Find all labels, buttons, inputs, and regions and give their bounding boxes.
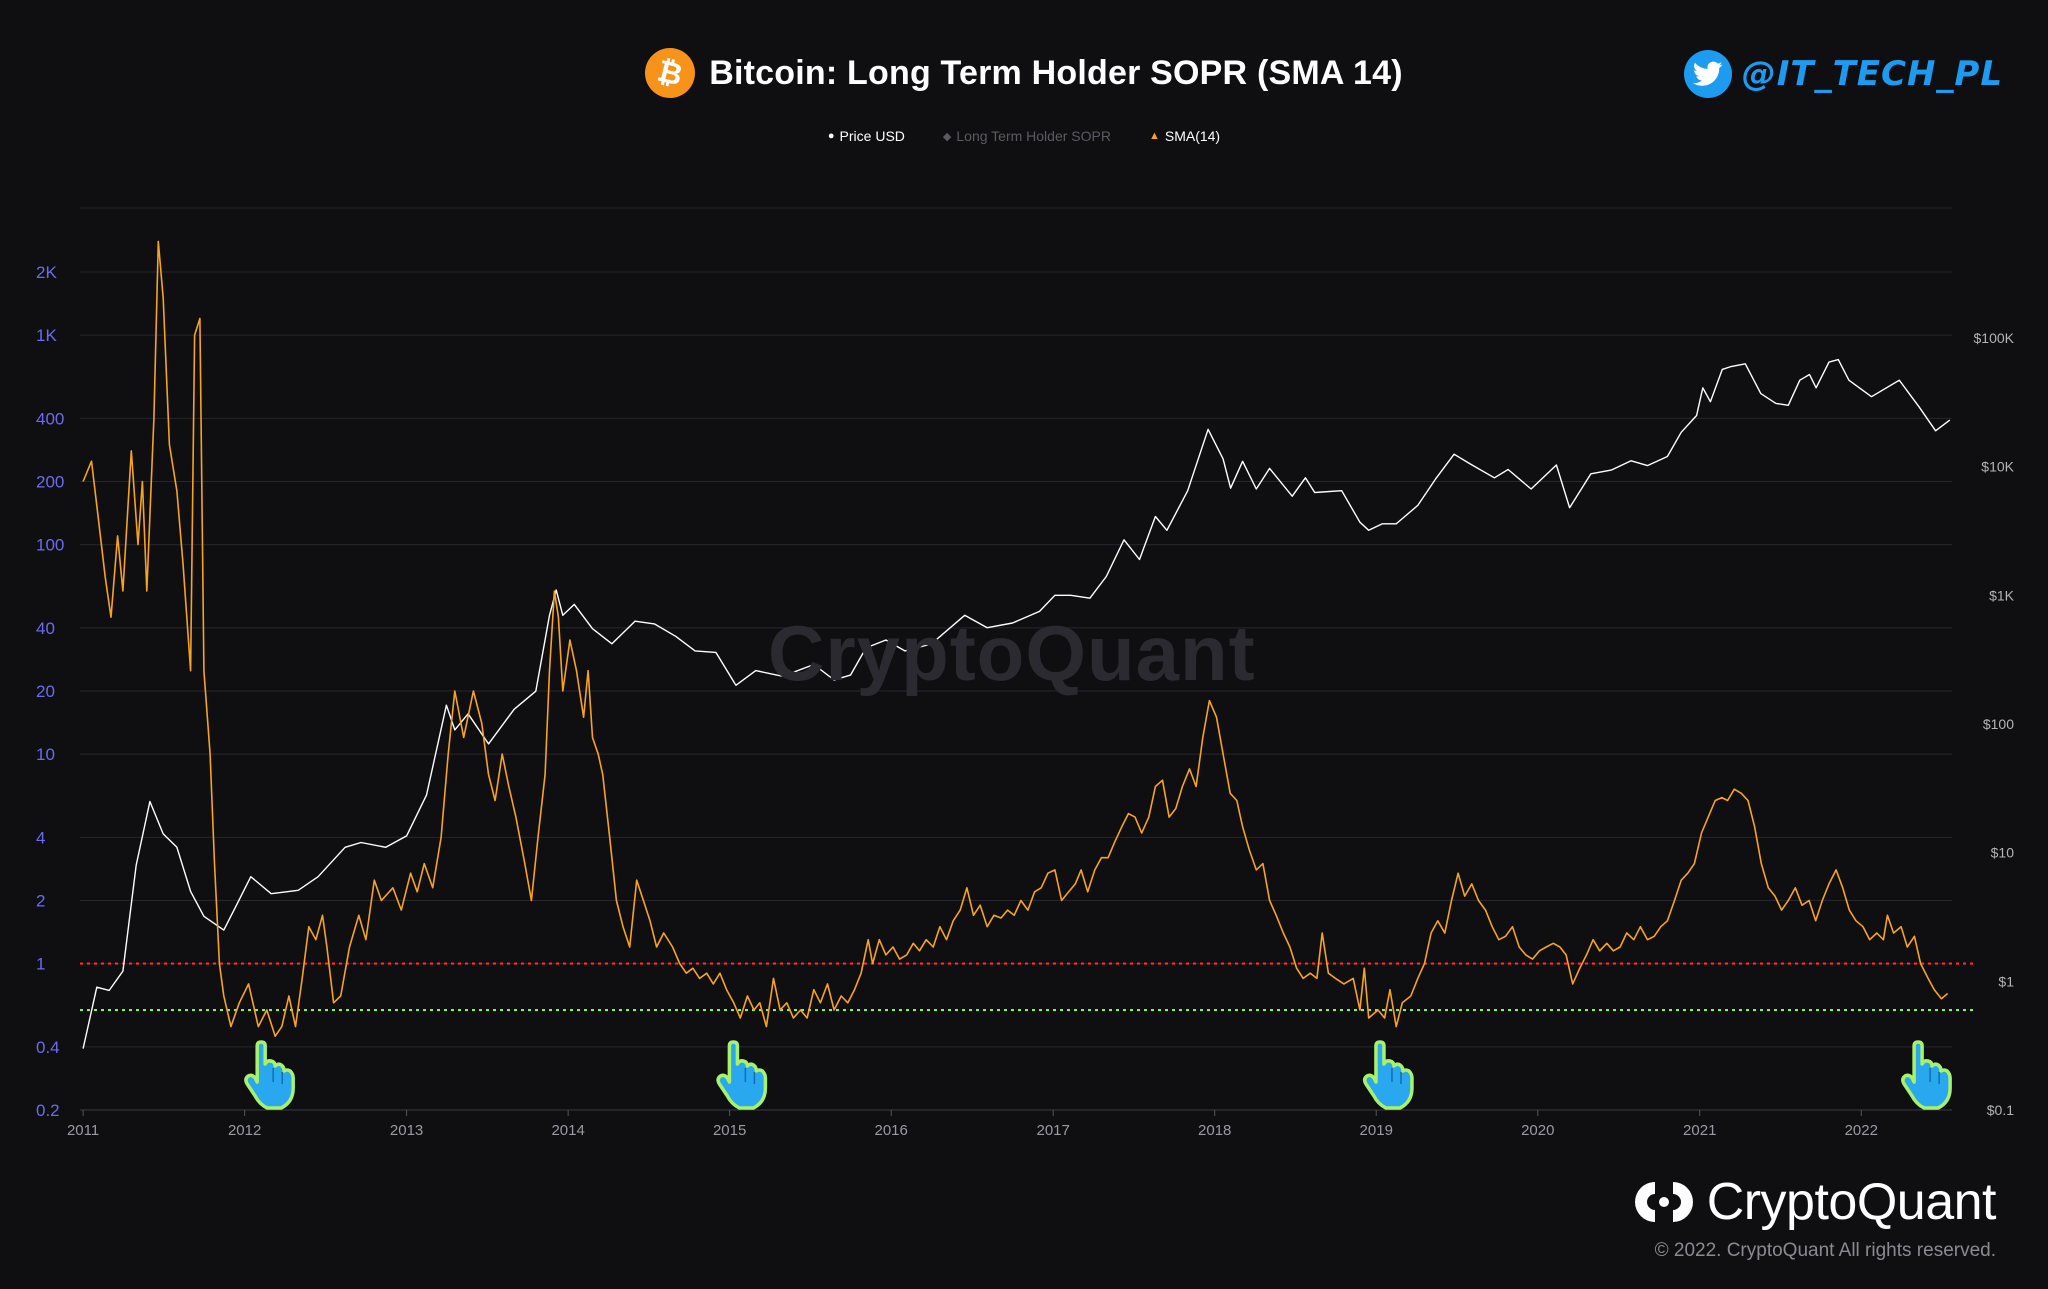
pointing-hand-icon xyxy=(244,1040,295,1110)
x-tick-label: 2013 xyxy=(390,1122,423,1139)
y-left-tick-label: 20 xyxy=(36,682,55,701)
cryptoquant-brand: CryptoQuant xyxy=(1633,1172,1997,1232)
y-left-tick-label: 2K xyxy=(36,263,57,282)
bitcoin-icon: ₿ xyxy=(639,42,701,104)
y-left-tick-label: 4 xyxy=(36,828,45,847)
watermark: CryptoQuant xyxy=(768,609,1256,697)
series-sma-14- xyxy=(82,240,1949,1037)
y-left-tick-label: 1 xyxy=(36,955,45,974)
y-left-tick-label: 10 xyxy=(36,745,55,764)
legend-item-sma[interactable]: ▲ SMA(14) xyxy=(1149,128,1220,144)
x-tick-label: 2011 xyxy=(67,1122,99,1139)
x-tick-label: 2022 xyxy=(1845,1122,1878,1139)
legend-label-price: Price USD xyxy=(839,128,905,144)
y-left-tick-label: 100 xyxy=(36,536,64,555)
pointing-hand-icon xyxy=(1901,1040,1952,1110)
chart-title: Bitcoin: Long Term Holder SOPR (SMA 14) xyxy=(709,53,1403,92)
legend: ● Price USD ◆ Long Term Holder SOPR ▲ SM… xyxy=(0,128,2048,144)
y-left-tick-label: 40 xyxy=(36,619,55,638)
cryptoquant-logo xyxy=(1634,1182,1693,1222)
legend-item-price[interactable]: ● Price USD xyxy=(828,128,905,144)
threshold-layer xyxy=(80,962,1975,1012)
x-tick-label: 2015 xyxy=(713,1122,746,1139)
y-right-tick-label: $10 xyxy=(1991,845,2015,861)
x-tick-label: 2014 xyxy=(551,1122,584,1139)
y-left-tick-label: 0.2 xyxy=(36,1101,60,1120)
y-right-tick-label: $10K xyxy=(1981,459,2014,475)
y-left-tick-label: 400 xyxy=(36,409,64,428)
y-right-tick-label: $100 xyxy=(1983,716,2014,732)
y-right-tick-label: $1 xyxy=(1998,973,2014,989)
x-tick-label: 2021 xyxy=(1683,1122,1716,1139)
legend-marker-sma: ▲ xyxy=(1148,130,1160,142)
x-tick-label: 2016 xyxy=(875,1122,908,1139)
x-tick-label: 2020 xyxy=(1521,1122,1554,1139)
y-left-tick-label: 1K xyxy=(36,326,57,345)
x-tick-label: 2012 xyxy=(228,1122,261,1139)
axis-layer: 0.2 0.4 1 2 4 10 20 40 100 200 400 1K 2K $0.1 $1 $10 $10… xyxy=(36,263,2015,1139)
twitter-handle[interactable]: @IT_TECH_PL xyxy=(1683,50,2003,98)
marker-layer xyxy=(244,1040,1952,1110)
chart-header: ₿ Bitcoin: Long Term Holder SOPR (SMA 14… xyxy=(0,42,2048,104)
series-price-usd xyxy=(82,358,1951,1049)
y-right-tick-label: $0.1 xyxy=(1987,1102,2014,1118)
copyright: © 2022. CryptoQuant All rights reserved. xyxy=(1654,1240,1996,1261)
legend-marker-lth-sopr: ◆ xyxy=(942,130,952,143)
legend-label-lth-sopr: Long Term Holder SOPR xyxy=(956,128,1111,144)
legend-item-lth-sopr[interactable]: ◆ Long Term Holder SOPR xyxy=(943,128,1111,144)
twitter-bird-icon xyxy=(1683,50,1732,98)
pointing-hand-icon xyxy=(1362,1040,1414,1110)
y-right-tick-label: $1K xyxy=(1989,587,2015,603)
twitter-handle-text: @IT_TECH_PL xyxy=(1741,54,2003,94)
y-left-tick-label: 200 xyxy=(36,473,64,492)
y-right-tick-label: $100K xyxy=(1974,330,2015,346)
y-left-tick-label: 2 xyxy=(36,892,45,911)
series-layer xyxy=(82,240,1951,1049)
legend-marker-price: ● xyxy=(827,130,835,142)
brand-name: CryptoQuant xyxy=(1706,1173,1997,1231)
legend-label-sma: SMA(14) xyxy=(1164,128,1221,144)
x-tick-label: 2018 xyxy=(1198,1122,1231,1139)
grid-layer xyxy=(80,207,1952,1111)
x-tick-label: 2019 xyxy=(1360,1122,1393,1139)
y-left-tick-label: 0.4 xyxy=(36,1038,60,1057)
x-tick-label: 2017 xyxy=(1036,1122,1069,1139)
pointing-hand-icon xyxy=(716,1040,768,1110)
